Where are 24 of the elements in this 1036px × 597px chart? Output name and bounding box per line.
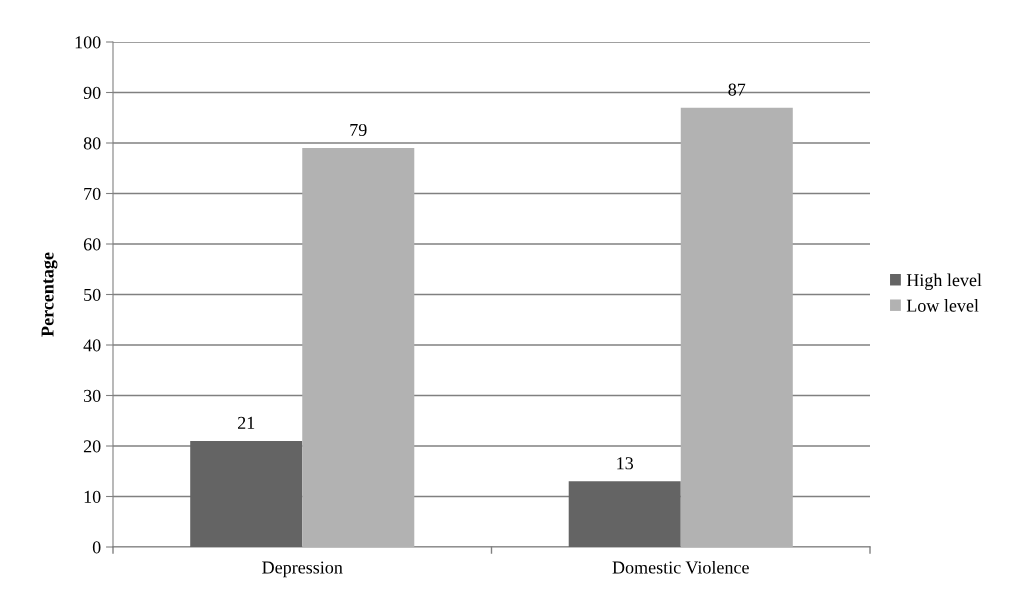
bar <box>190 440 303 547</box>
y-tick-label: 20 <box>83 440 101 453</box>
data-label: 79 <box>350 123 367 137</box>
y-tick-label: 0 <box>92 541 101 554</box>
bar <box>302 148 415 547</box>
bar <box>568 481 681 547</box>
bar <box>680 107 793 547</box>
y-tick-label: 80 <box>83 137 101 150</box>
legend-label: Low level <box>906 299 979 312</box>
x-tick-label: Domestic Violence <box>612 560 749 574</box>
y-tick-label: 40 <box>83 339 101 352</box>
data-label: 87 <box>728 83 746 96</box>
y-tick-label: 50 <box>84 288 101 301</box>
data-label: 21 <box>238 416 255 429</box>
data-label: 13 <box>617 457 634 470</box>
y-tick-label: 10 <box>84 490 101 503</box>
y-tick-label: 70 <box>84 187 101 200</box>
y-tick-label: 60 <box>83 238 101 251</box>
y-tick-label: 30 <box>84 389 101 402</box>
x-tick-label: Depression <box>262 561 343 578</box>
y-axis-title: Percentage <box>41 252 58 337</box>
y-tick-label: 100 <box>75 36 101 49</box>
y-tick-label: 90 <box>83 86 101 99</box>
legend-label: High level <box>906 273 982 291</box>
